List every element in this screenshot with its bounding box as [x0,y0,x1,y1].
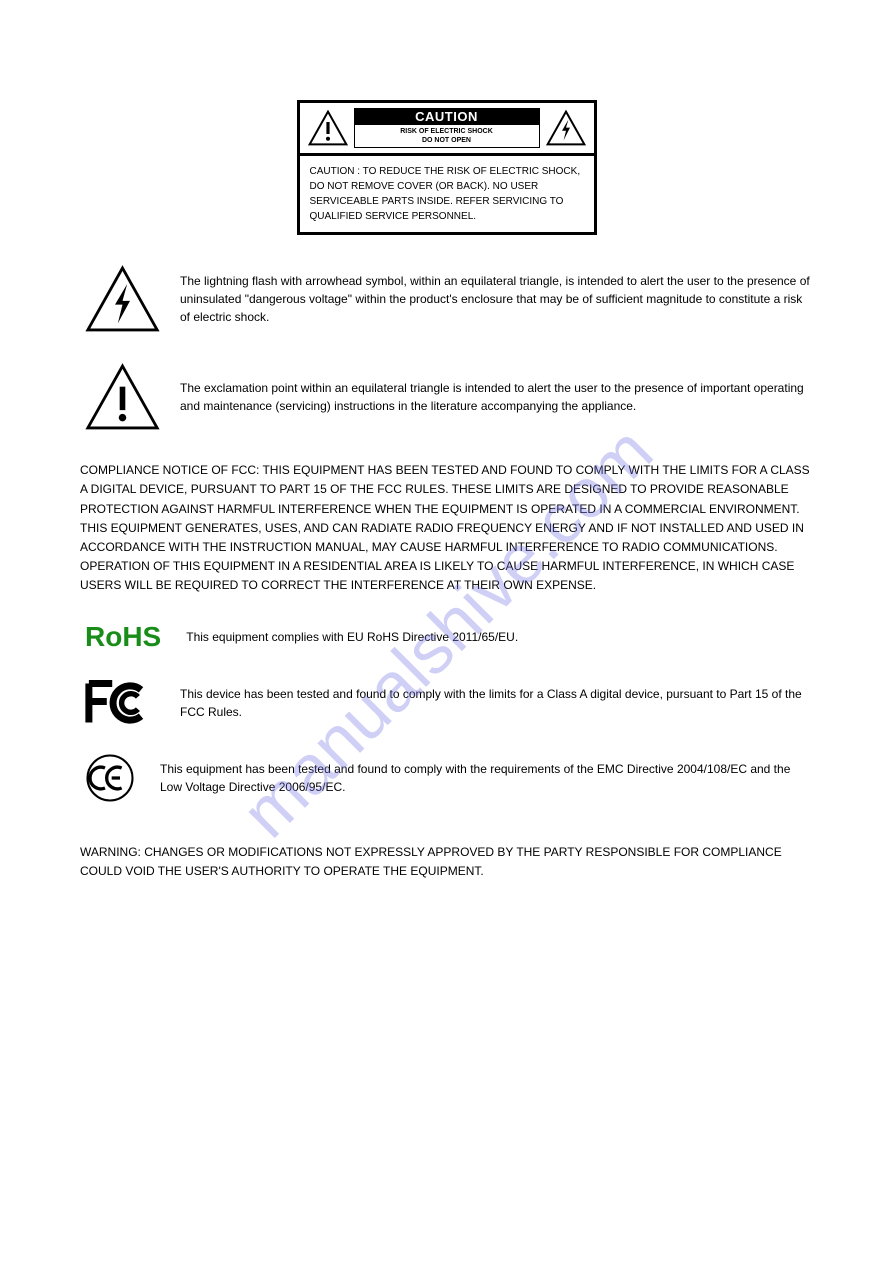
lightning-triangle-icon [546,110,586,146]
caution-top-row: CAUTION RISK OF ELECTRIC SHOCK DO NOT OP… [300,103,594,156]
caution-label-block: CAUTION RISK OF ELECTRIC SHOCK DO NOT OP… [354,108,540,148]
exclamation-description: The exclamation point within an equilate… [180,379,813,415]
rohs-row: RoHS This equipment complies with EU RoH… [85,621,813,653]
caution-sub-line1: RISK OF ELECTRIC SHOCK [400,128,493,135]
footer-warning: WARNING: CHANGES OR MODIFICATIONS NOT EX… [80,843,813,881]
caution-box: CAUTION RISK OF ELECTRIC SHOCK DO NOT OP… [297,100,597,235]
caution-sub: RISK OF ELECTRIC SHOCK DO NOT OPEN [354,125,540,148]
rohs-logo: RoHS [85,621,161,653]
page-content: CAUTION RISK OF ELECTRIC SHOCK DO NOT OP… [80,100,813,881]
compliance-paragraph: COMPLIANCE NOTICE OF FCC: THIS EQUIPMENT… [80,461,813,595]
ce-logo-icon [85,753,135,803]
exclamation-triangle-large-icon [85,363,160,431]
ce-row: This equipment has been tested and found… [85,753,813,803]
caution-header: CAUTION [354,108,540,125]
rohs-description: This equipment complies with EU RoHS Dir… [186,628,813,646]
lightning-description: The lightning flash with arrowhead symbo… [180,272,813,326]
ce-description: This equipment has been tested and found… [160,760,813,796]
caution-body-text: CAUTION : TO REDUCE THE RISK OF ELECTRIC… [300,156,594,232]
compliance-body-text: THIS EQUIPMENT HAS BEEN TESTED AND FOUND… [80,463,810,592]
exclamation-triangle-icon [308,110,348,146]
fcc-description: This device has been tested and found to… [180,685,813,721]
lightning-row: The lightning flash with arrowhead symbo… [85,265,813,333]
lightning-triangle-large-icon [85,265,160,333]
caution-sub-line2: DO NOT OPEN [422,137,471,144]
fcc-logo-icon [85,678,155,728]
fcc-row: This device has been tested and found to… [85,678,813,728]
exclamation-row: The exclamation point within an equilate… [85,363,813,431]
compliance-note-heading: COMPLIANCE NOTICE OF FCC: [80,463,259,477]
